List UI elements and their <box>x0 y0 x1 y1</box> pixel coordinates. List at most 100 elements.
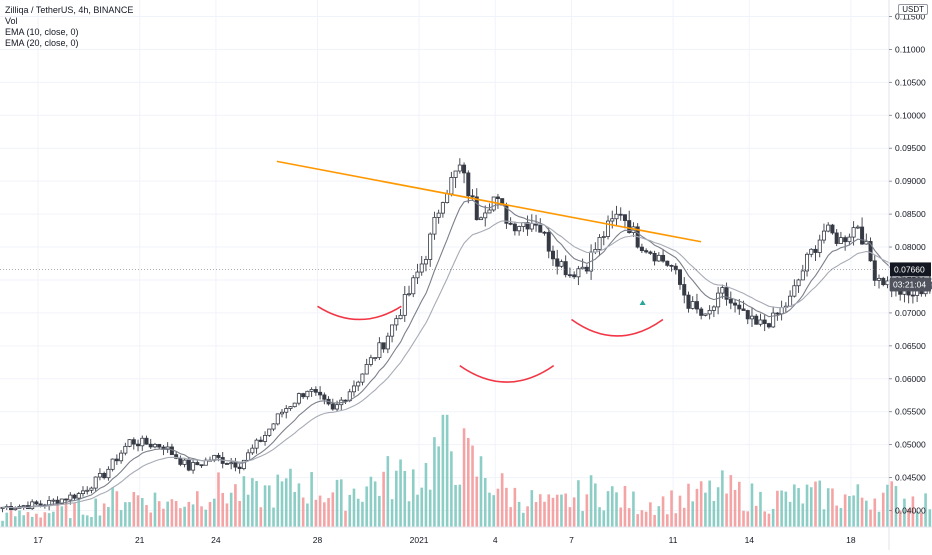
volume-bar <box>27 512 30 527</box>
candle-body <box>323 395 326 399</box>
volume-bar <box>357 499 360 527</box>
volume-bar <box>746 511 749 527</box>
candle-body <box>471 196 474 197</box>
volume-bar <box>780 491 783 527</box>
volume-bar <box>700 481 703 527</box>
candle-body <box>873 261 876 281</box>
volume-bar <box>497 489 500 527</box>
volume-bar <box>696 489 699 527</box>
volume-bar <box>560 495 563 527</box>
candle-body <box>797 280 800 286</box>
candle-body <box>467 173 470 196</box>
candle-body <box>738 305 741 309</box>
candle-body <box>721 288 724 294</box>
y-tick-label: 0.10500 <box>895 77 926 87</box>
candle-body <box>556 259 559 266</box>
volume-bar <box>260 507 263 527</box>
volume-bar <box>624 486 627 527</box>
candle-body <box>22 506 25 507</box>
volume-bar <box>437 446 440 527</box>
volume-bar <box>666 514 669 527</box>
volume-bar <box>645 512 648 527</box>
volume-bar <box>615 492 618 527</box>
volume-bar <box>141 498 144 527</box>
candle-body <box>141 438 144 446</box>
candle-body <box>683 284 686 295</box>
candle-body <box>247 453 250 461</box>
volume-bar <box>213 499 216 527</box>
volume-bar <box>120 510 123 527</box>
volume-bar <box>217 472 220 527</box>
candle-body <box>700 309 703 315</box>
volume-bar <box>653 515 656 527</box>
candle-body <box>827 225 830 231</box>
volume-bar <box>488 493 491 527</box>
volume-bar <box>94 499 97 527</box>
volume-bar <box>590 475 593 527</box>
candle-body <box>661 255 664 261</box>
volume-bar <box>425 463 428 527</box>
volume-bar <box>713 501 716 527</box>
volume-bar <box>382 472 385 527</box>
currency-label[interactable]: USDT <box>898 4 928 15</box>
legend-ema-20[interactable]: EMA (20, close, 0) <box>5 38 133 49</box>
volume-bar <box>492 495 495 527</box>
volume-bar <box>793 484 796 527</box>
volume-bar <box>763 511 766 527</box>
volume-bar <box>162 509 165 527</box>
volume-bar <box>238 501 241 527</box>
candle-body <box>822 231 825 240</box>
candle-body <box>568 275 571 276</box>
candle-body <box>678 270 681 285</box>
candle-body <box>412 278 415 294</box>
candle-body <box>882 278 885 284</box>
volume-bar <box>200 506 203 527</box>
volume-bar <box>768 514 771 527</box>
legend-ema-10[interactable]: EMA (10, close, 0) <box>5 27 133 38</box>
volume-bar <box>586 494 589 527</box>
volume-bar <box>687 484 690 527</box>
candle-body <box>382 343 385 349</box>
candle-body <box>424 259 427 264</box>
volume-bar <box>149 513 152 527</box>
volume-bar <box>450 451 453 527</box>
volume-bar <box>594 483 597 527</box>
volume-bar <box>268 485 271 527</box>
volume-bar <box>175 501 178 527</box>
candle-body <box>365 364 368 374</box>
volume-bar <box>598 507 601 527</box>
volume-bar <box>471 446 474 527</box>
x-tick-label: 21 <box>135 535 145 545</box>
candle-body <box>128 440 131 447</box>
volume-bar <box>670 490 673 527</box>
candle-body <box>234 463 237 467</box>
x-tick-label: 14 <box>745 535 755 545</box>
volume-bar <box>243 476 246 527</box>
candle-body <box>860 227 863 244</box>
volume-bar <box>717 487 720 527</box>
volume-bar <box>52 512 55 527</box>
candle-body <box>132 440 135 444</box>
candle-body <box>454 171 457 177</box>
volume-bar <box>395 471 398 527</box>
volume-bar <box>412 469 415 527</box>
volume-bar <box>547 494 550 527</box>
volume-bar <box>48 513 51 527</box>
candle-body <box>183 460 186 464</box>
candle-body <box>518 227 521 231</box>
volume-bar <box>293 492 296 527</box>
candle-body <box>314 389 317 392</box>
candle-body <box>86 490 89 491</box>
legend-volume[interactable]: Vol <box>5 16 133 27</box>
volume-bar <box>374 481 377 527</box>
candle-body <box>179 458 182 464</box>
volume-bar <box>310 472 313 527</box>
volume-bar <box>285 478 288 527</box>
candle-body <box>395 319 398 325</box>
volume-bar <box>408 501 411 527</box>
candle-body <box>767 324 770 327</box>
candle-body <box>238 467 241 468</box>
volume-bar <box>35 514 38 527</box>
volume-bar <box>145 505 148 527</box>
